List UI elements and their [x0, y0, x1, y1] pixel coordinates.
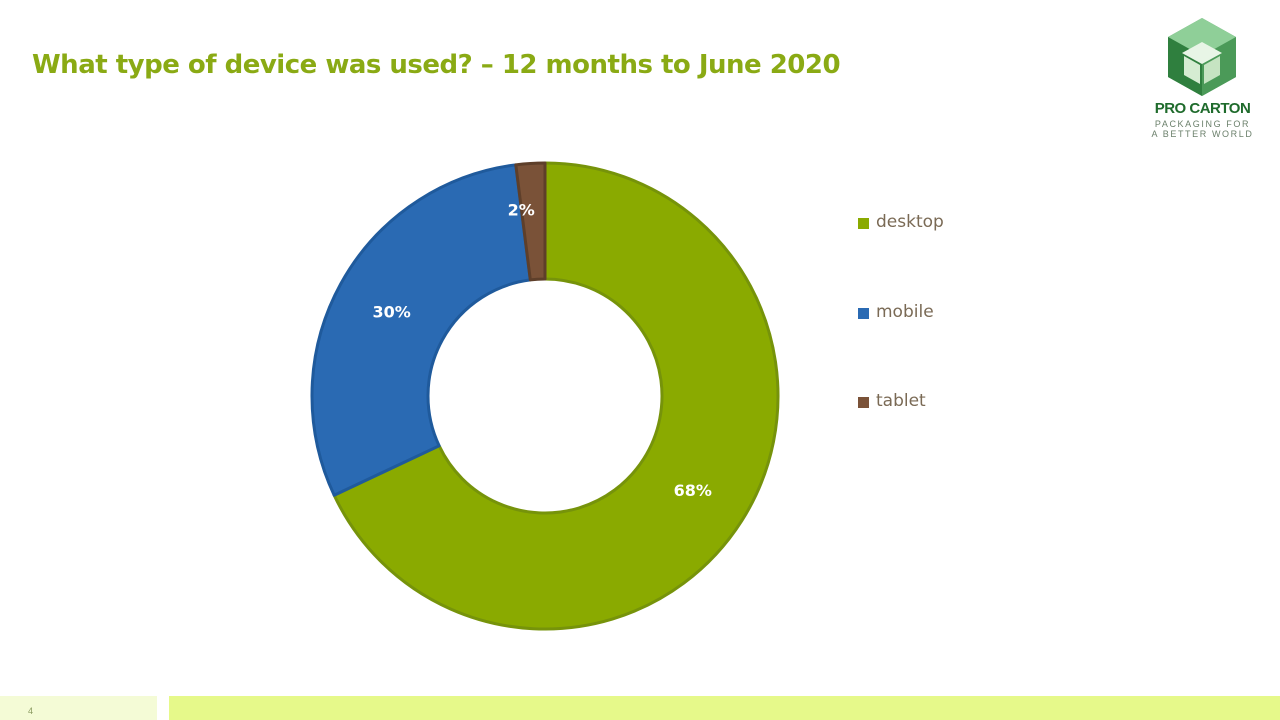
- logo-name: PRO CARTON: [1154, 100, 1251, 117]
- legend-label-mobile: mobile: [876, 302, 934, 322]
- legend-swatch-mobile: [858, 308, 869, 319]
- footer-bar-left: [0, 696, 157, 720]
- cube-logo-icon: [1168, 18, 1236, 96]
- data-label-desktop: 68%: [674, 481, 712, 500]
- legend-label-tablet: tablet: [876, 391, 926, 411]
- data-label-mobile: 30%: [372, 303, 410, 322]
- donut-slice-tablet: [514, 161, 547, 282]
- logo-tagline-line2: A BETTER WORLD: [1151, 129, 1254, 139]
- slide-title: What type of device was used? – 12 month…: [32, 50, 841, 80]
- pro-carton-logo: PRO CARTON PACKAGING FOR A BETTER WORLD: [1140, 16, 1265, 146]
- logo-tagline-line1: PACKAGING FOR: [1154, 119, 1251, 129]
- donut-slice-desktop: [332, 161, 780, 631]
- legend-swatch-desktop: [858, 218, 869, 229]
- footer-bar-right: [169, 696, 1280, 720]
- donut-chart: 68% 30% 2%: [310, 161, 780, 631]
- donut-slice-mobile: [310, 163, 532, 497]
- legend-swatch-tablet: [858, 397, 869, 408]
- data-label-tablet: 2%: [508, 200, 535, 219]
- legend-label-desktop: desktop: [876, 212, 944, 232]
- page-number: 4: [28, 706, 34, 716]
